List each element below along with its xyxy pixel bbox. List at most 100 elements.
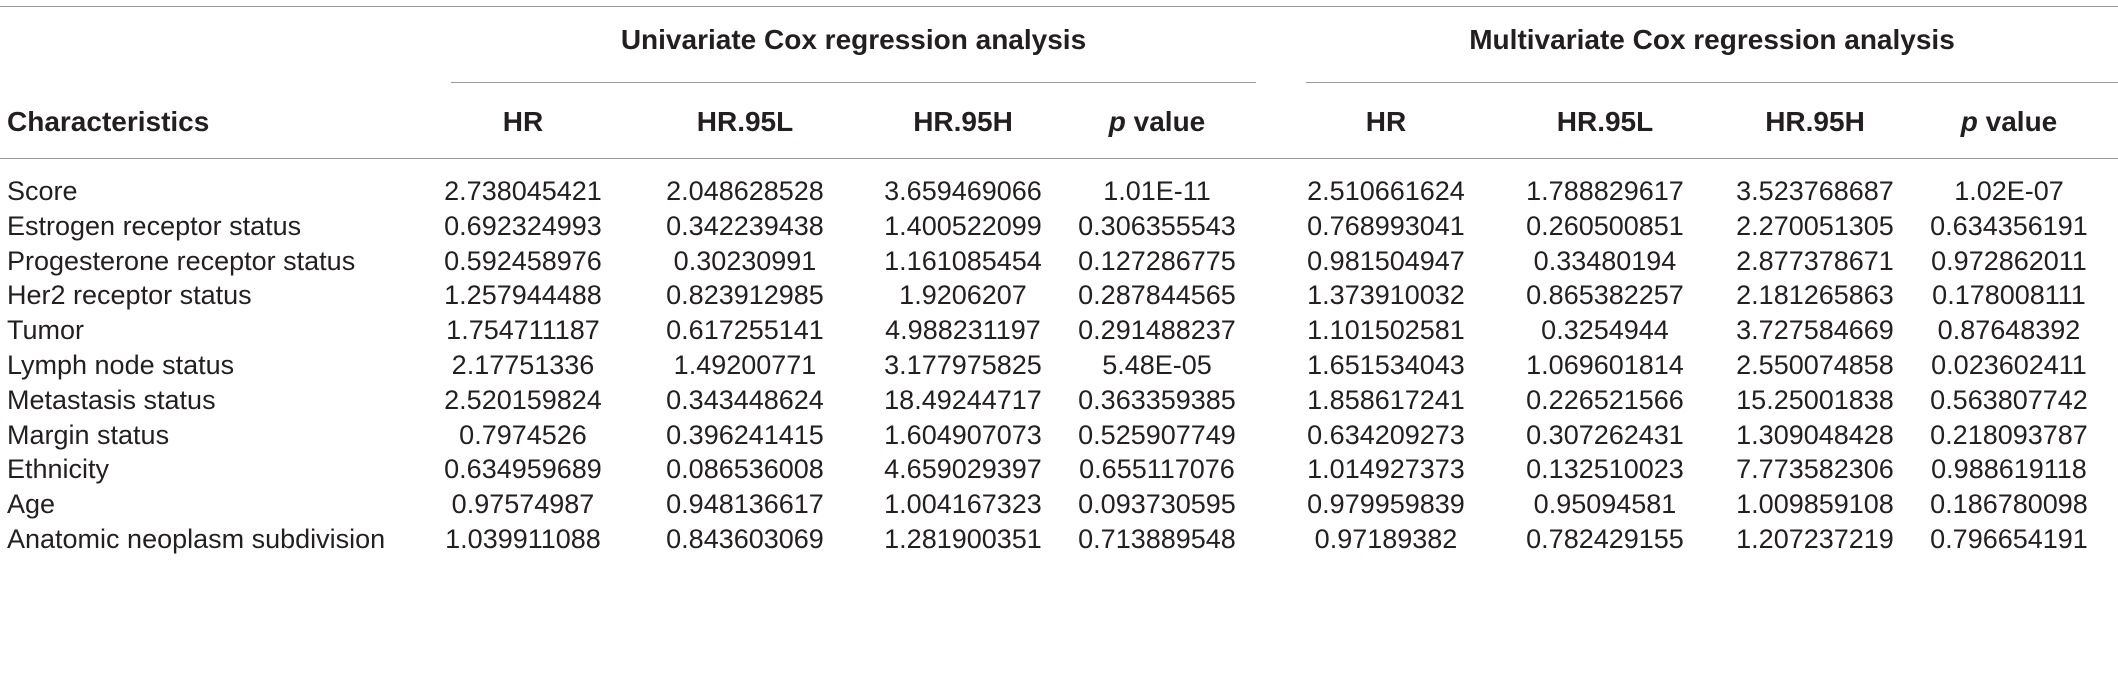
multi-hr95l-cell: 0.132510023 — [1526, 454, 1684, 485]
uni-p-value-cell: 0.363359385 — [1078, 384, 1236, 415]
multivariate-group-rule — [1306, 82, 2118, 83]
multi-hr95l-cell: 0.782429155 — [1526, 524, 1684, 554]
multi-hr95h-cell: 7.773582306 — [1736, 454, 1894, 485]
uni-p-value-cell: 0.093730595 — [1078, 489, 1236, 520]
multi-p-value-cell: 0.87648392 — [1937, 315, 2081, 346]
multi-hr95h-cell: 2.270051305 — [1736, 210, 1894, 241]
multi-hr-cell: 2.510661624 — [1307, 176, 1465, 206]
header-uni-hr: HR — [502, 106, 544, 137]
uni-hr95l-cell: 0.843603069 — [666, 524, 824, 554]
multi-hr95h-cell: 3.523768687 — [1736, 176, 1894, 206]
row-label: Lymph node status — [7, 350, 235, 380]
header-multi-hr95l: HR.95L — [1556, 106, 1654, 137]
header-bottom-rule — [0, 158, 2118, 159]
header-multi-p-value: p value — [1904, 106, 2114, 138]
table-row: Anatomic neoplasm subdivision 1.03991108… — [0, 516, 2118, 563]
header-characteristics: Characteristics — [7, 106, 210, 137]
row-label: Estrogen receptor status — [7, 210, 302, 241]
header-uni-hr95l: HR.95L — [696, 106, 794, 137]
uni-p-value-cell: 0.306355543 — [1078, 210, 1236, 241]
table-row: Her2 receptor status 1.257944488 0.82391… — [0, 272, 2118, 319]
multi-p-value-cell: 0.972862011 — [1931, 245, 2087, 276]
multi-hr-cell: 0.97189382 — [1314, 524, 1458, 554]
multi-hr-cell: 1.014927373 — [1307, 454, 1465, 485]
multi-p-value-cell: 0.023602411 — [1931, 350, 2087, 380]
multi-hr95l-cell: 0.865382257 — [1526, 280, 1684, 311]
multi-hr95l-cell: 0.95094581 — [1533, 489, 1677, 520]
uni-hr-cell: 2.520159824 — [444, 384, 602, 415]
row-label: Tumor — [7, 315, 85, 346]
uni-hr95h-cell: 3.659469066 — [884, 176, 1042, 206]
uni-hr95h-cell: 1.281900351 — [884, 524, 1042, 554]
multi-hr95h-cell: 1.309048428 — [1736, 419, 1894, 450]
univariate-group-rule — [451, 82, 1256, 83]
header-p-suffix: value — [1125, 106, 1206, 137]
header-uni-hr95h: HR.95H — [913, 106, 1013, 137]
table-row: Ethnicity 0.634959689 0.086536008 4.6590… — [0, 446, 2118, 493]
row-label: Age — [7, 489, 56, 520]
multi-hr95l-cell: 0.33480194 — [1533, 245, 1677, 276]
uni-hr-cell: 0.634959689 — [444, 454, 602, 485]
uni-hr95l-cell: 0.343448624 — [666, 384, 824, 415]
multi-hr95h-cell: 1.009859108 — [1736, 489, 1894, 520]
uni-hr95l-cell: 0.342239438 — [666, 210, 824, 241]
univariate-group-header: Univariate Cox regression analysis — [620, 24, 1087, 55]
uni-p-value-cell: 5.48E-05 — [1102, 350, 1212, 380]
uni-p-value-cell: 0.713889548 — [1078, 524, 1236, 554]
row-label: Progesterone receptor status — [7, 245, 356, 276]
multi-hr95l-cell: 0.3254944 — [1541, 315, 1669, 346]
multi-p-value-cell: 0.796654191 — [1930, 524, 2088, 554]
uni-hr95h-cell: 1.604907073 — [884, 419, 1042, 450]
multi-hr-cell: 0.768993041 — [1307, 210, 1465, 241]
table-row: Lymph node status 2.17751336 1.49200771 … — [0, 342, 2118, 389]
multi-hr-cell: 0.981504947 — [1307, 245, 1465, 276]
multi-hr95l-cell: 0.260500851 — [1526, 210, 1684, 241]
header-multi-hr95h: HR.95H — [1765, 106, 1865, 137]
multi-p-value-cell: 1.02E-07 — [1954, 176, 2064, 206]
multi-hr95l-cell: 1.069601814 — [1526, 350, 1684, 380]
uni-hr95l-cell: 2.048628528 — [666, 176, 824, 206]
multi-hr-cell: 0.979959839 — [1307, 489, 1465, 520]
uni-hr-cell: 0.592458976 — [444, 245, 602, 276]
uni-hr95l-cell: 0.086536008 — [666, 454, 824, 485]
multi-hr95l-cell: 0.307262431 — [1526, 419, 1684, 450]
multi-p-value-cell: 0.218093787 — [1930, 419, 2088, 450]
table-top-rule — [0, 6, 2118, 7]
multi-p-value-cell: 0.634356191 — [1930, 210, 2088, 241]
multi-hr-cell: 1.101502581 — [1307, 315, 1465, 346]
uni-hr-cell: 2.17751336 — [451, 350, 595, 380]
table-row: Margin status 0.7974526 0.396241415 1.60… — [0, 412, 2118, 459]
uni-hr95l-cell: 0.30230991 — [673, 245, 817, 276]
multi-hr95h-cell: 2.550074858 — [1736, 350, 1894, 380]
header-p-italic: p — [1108, 106, 1126, 137]
row-label: Her2 receptor status — [7, 280, 252, 311]
row-label: Score — [7, 176, 78, 206]
row-label: Metastasis status — [7, 384, 216, 415]
uni-hr-cell: 1.257944488 — [444, 280, 602, 311]
multi-hr95h-cell: 2.877378671 — [1736, 245, 1894, 276]
table-row: Age 0.97574987 0.948136617 1.004167323 0… — [0, 481, 2118, 528]
multi-p-value-cell: 0.563807742 — [1930, 384, 2088, 415]
header-p-suffix: value — [1977, 106, 2058, 137]
uni-p-value-cell: 0.525907749 — [1078, 419, 1236, 450]
table-row: Estrogen receptor status 0.692324993 0.3… — [0, 203, 2118, 250]
header-uni-p-value: p value — [1052, 106, 1262, 138]
multi-hr95h-cell: 15.25001838 — [1736, 384, 1894, 415]
uni-hr95l-cell: 0.617255141 — [666, 315, 824, 346]
uni-hr95l-cell: 1.49200771 — [673, 350, 817, 380]
header-p-italic: p — [1960, 106, 1978, 137]
header-multi-hr: HR — [1365, 106, 1407, 137]
multi-hr95h-cell: 1.207237219 — [1736, 524, 1894, 554]
multi-hr-cell: 1.651534043 — [1307, 350, 1465, 380]
table-row: Metastasis status 2.520159824 0.34344862… — [0, 377, 2118, 424]
uni-hr95h-cell: 1.161085454 — [884, 245, 1042, 276]
uni-hr95h-cell: 3.177975825 — [884, 350, 1042, 380]
uni-hr95h-cell: 1.004167323 — [884, 489, 1042, 520]
uni-hr95h-cell: 4.659029397 — [884, 454, 1042, 485]
table-row: Progesterone receptor status 0.592458976… — [0, 238, 2118, 285]
row-label: Anatomic neoplasm subdivision — [7, 524, 386, 554]
multi-hr-cell: 0.634209273 — [1307, 419, 1465, 450]
uni-p-value-cell: 0.291488237 — [1078, 315, 1236, 346]
uni-hr95l-cell: 0.396241415 — [666, 419, 824, 450]
multi-hr95h-cell: 3.727584669 — [1736, 315, 1894, 346]
